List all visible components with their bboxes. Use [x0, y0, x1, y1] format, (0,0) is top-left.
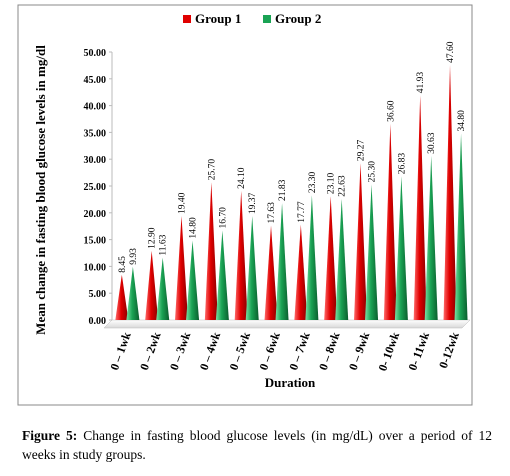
y-tick-label: 35.00 — [84, 128, 107, 139]
value-label: 16.70 — [218, 207, 228, 229]
bar — [424, 155, 438, 320]
y-tick-label: 0.00 — [89, 316, 107, 327]
bar — [145, 250, 159, 320]
bar — [305, 195, 319, 320]
value-label: 26.83 — [397, 153, 407, 175]
value-label: 23.30 — [308, 171, 318, 193]
bar — [234, 190, 248, 320]
legend-swatch — [263, 15, 271, 23]
x-tick-label: 0- 10wk — [375, 330, 402, 373]
value-label: 8.45 — [118, 256, 128, 273]
y-tick-label: 50.00 — [84, 48, 107, 59]
value-label: 17.77 — [297, 201, 307, 223]
y-tick-label: 10.00 — [84, 262, 107, 273]
value-label: 36.60 — [386, 100, 396, 122]
bar — [115, 274, 129, 320]
x-tick-label: 0 – 3wk — [167, 330, 194, 372]
x-tick-label: 0 – 5wk — [226, 330, 253, 372]
x-tick-label: 0- 11wk — [405, 330, 432, 372]
floor — [103, 319, 471, 329]
value-label: 25.70 — [207, 159, 217, 181]
value-label: 17.63 — [267, 202, 277, 224]
x-tick-label: 0 – 7wk — [286, 330, 313, 372]
bar — [294, 224, 308, 320]
value-label: 14.80 — [189, 217, 199, 239]
value-label: 21.83 — [278, 179, 288, 201]
bar — [394, 176, 408, 320]
bar — [454, 133, 468, 320]
value-label: 12.90 — [148, 227, 158, 249]
value-label: 29.27 — [357, 139, 367, 161]
legend-label: Group 1 — [195, 11, 241, 26]
chart-frame — [17, 4, 473, 406]
x-tick-label: 0 – 8wk — [316, 330, 343, 372]
value-label: 47.60 — [446, 41, 456, 63]
x-tick-label: 0 – 6wk — [256, 330, 283, 372]
value-label: 41.93 — [416, 72, 426, 94]
legend-swatch — [183, 15, 191, 23]
bar — [365, 184, 379, 320]
value-label: 22.63 — [338, 175, 348, 197]
bar — [275, 202, 289, 320]
value-label: 19.40 — [178, 192, 188, 214]
value-label: 30.63 — [427, 132, 437, 154]
caption-text: Change in fasting blood glucose levels (… — [22, 428, 492, 462]
bar — [413, 95, 427, 320]
caption-label: Figure 5: — [22, 428, 78, 443]
bar — [324, 196, 338, 320]
value-label: 34.80 — [457, 110, 467, 132]
bar — [126, 266, 140, 320]
x-tick-label: 0 – 2wk — [137, 330, 164, 372]
value-label: 24.10 — [237, 167, 247, 189]
caption: Figure 5: Change in fasting blood glucos… — [22, 426, 492, 464]
y-tick-label: 20.00 — [84, 209, 107, 220]
x-tick-label: 0 – 1wk — [107, 330, 134, 372]
bar — [215, 230, 229, 320]
bar — [156, 257, 170, 320]
y-tick-label: 15.00 — [84, 236, 107, 247]
bar — [443, 64, 457, 320]
x-tick-label: 0 – 9wk — [346, 330, 373, 372]
bar — [204, 182, 218, 320]
bar — [383, 123, 397, 320]
value-label: 19.37 — [248, 193, 258, 215]
value-label: 9.93 — [129, 248, 139, 265]
y-axis-title: Mean change in fasting blood glucose lev… — [33, 45, 48, 335]
bar — [245, 216, 259, 320]
value-label: 23.10 — [327, 173, 337, 195]
value-label: 25.30 — [368, 161, 378, 183]
bar — [335, 198, 349, 320]
bar — [354, 163, 368, 320]
value-label: 11.63 — [159, 234, 169, 255]
x-tick-label: 0-12wk — [436, 330, 462, 370]
bar — [186, 240, 200, 320]
y-tick-label: 25.00 — [84, 182, 107, 193]
bar — [175, 216, 189, 320]
x-tick-label: 0 – 4wk — [197, 330, 224, 372]
x-axis-title: Duration — [265, 375, 316, 390]
y-tick-label: 40.00 — [84, 102, 107, 113]
bar — [264, 225, 278, 320]
y-tick-label: 30.00 — [84, 155, 107, 166]
y-tick-label: 45.00 — [84, 75, 107, 86]
y-tick-label: 5.00 — [89, 289, 107, 300]
legend-label: Group 2 — [275, 11, 321, 26]
